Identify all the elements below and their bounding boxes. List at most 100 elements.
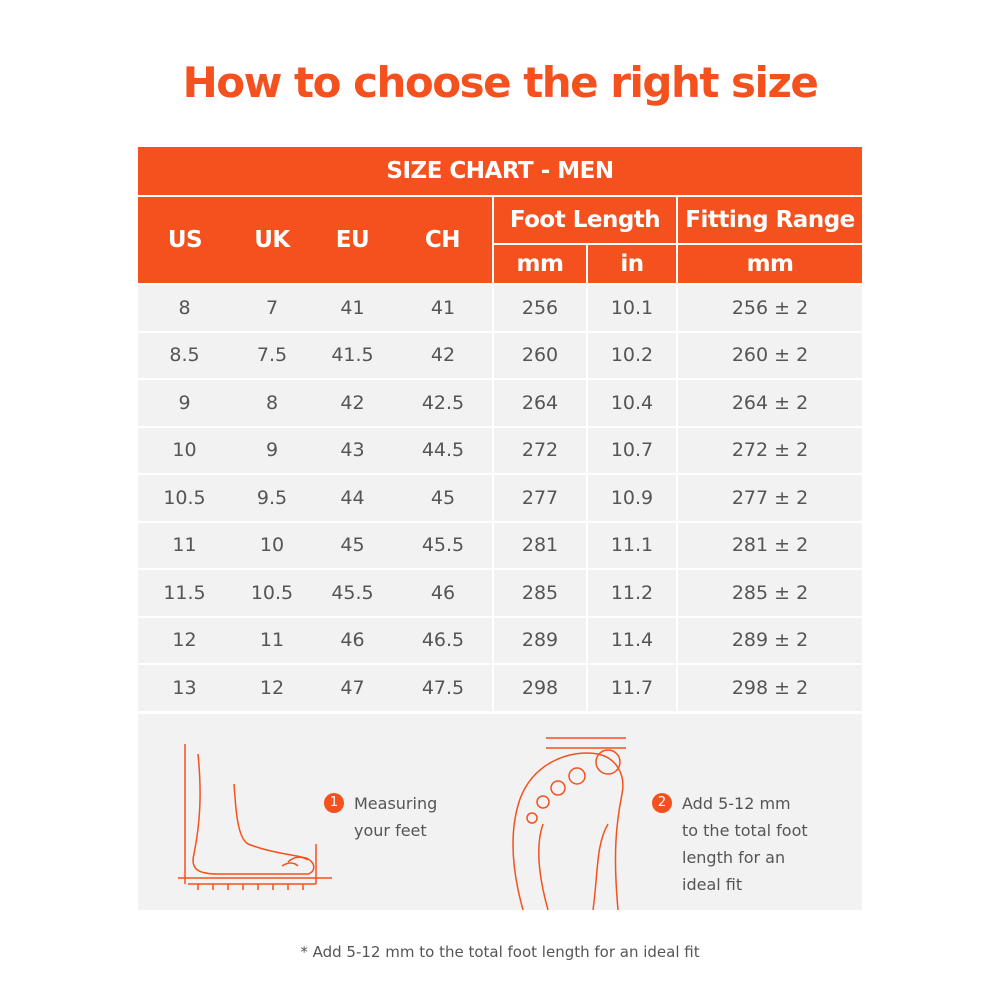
table-row: 12 11 46 46.5 289 11.4 289 ± 2 xyxy=(138,615,863,665)
table-cell: 298 xyxy=(492,663,588,713)
table-cell: 12 xyxy=(231,663,313,713)
table-cell: 281 ± 2 xyxy=(675,520,863,570)
table-cell: 11.5 xyxy=(138,568,233,618)
step-number: 1 xyxy=(324,793,344,813)
table-cell: 281 xyxy=(492,520,588,570)
table-cell: 11.2 xyxy=(586,568,678,618)
table-cell: 10 xyxy=(138,425,233,475)
table-cell: 8 xyxy=(138,283,233,333)
table-cell: 44.5 xyxy=(392,425,494,475)
toe xyxy=(550,780,566,796)
size-table: SIZE CHART - MEN US UK EU CH Foot Length… xyxy=(138,147,863,713)
table-cell: 45.5 xyxy=(311,568,394,618)
table-cell: 272 xyxy=(492,425,588,475)
column-header: US xyxy=(138,195,232,285)
table-caption: SIZE CHART - MEN xyxy=(138,147,863,197)
sub-header: in xyxy=(586,243,678,285)
table-cell: 289 ± 2 xyxy=(675,615,863,665)
toe xyxy=(536,795,550,809)
table-cell: 8.5 xyxy=(138,330,233,380)
table-cell: 45.5 xyxy=(392,520,494,570)
table-cell: 42 xyxy=(392,330,494,380)
table-cell: 10.2 xyxy=(586,330,678,380)
table-cell: 277 ± 2 xyxy=(675,473,863,523)
group-header: Fitting Range xyxy=(675,195,863,245)
table-cell: 41 xyxy=(311,283,394,333)
table-cell: 285 ± 2 xyxy=(675,568,863,618)
table-row: 11 10 45 45.5 281 11.1 281 ± 2 xyxy=(138,520,863,570)
column-header: UK xyxy=(232,195,312,285)
step-number: 2 xyxy=(652,793,672,813)
table-cell: 8 xyxy=(231,378,313,428)
table-cell: 10 xyxy=(231,520,313,570)
column-header: EU xyxy=(312,195,393,285)
table-cell: 272 ± 2 xyxy=(675,425,863,475)
footnote: * Add 5-12 mm to the total foot length f… xyxy=(300,943,700,961)
table-cell: 10.4 xyxy=(586,378,678,428)
table-cell: 277 xyxy=(492,473,588,523)
table-cell: 10.5 xyxy=(138,473,233,523)
table-cell: 264 ± 2 xyxy=(675,378,863,428)
table-row: 10 9 43 44.5 272 10.7 272 ± 2 xyxy=(138,425,863,475)
sub-header: mm xyxy=(493,243,588,285)
group-header: Foot Length xyxy=(492,195,678,245)
table-cell: 45 xyxy=(392,473,494,523)
table-cell: 12 xyxy=(138,615,233,665)
step: 2 Add 5-12 mm to the total foot length f… xyxy=(652,790,812,898)
table-row: 8.5 7.5 41.5 42 260 10.2 260 ± 2 xyxy=(138,330,863,380)
table-cell: 11.7 xyxy=(586,663,678,713)
table-cell: 10.1 xyxy=(586,283,678,333)
toe xyxy=(568,767,586,785)
table-cell: 289 xyxy=(492,615,588,665)
table-row: 10.5 9.5 44 45 277 10.9 277 ± 2 xyxy=(138,473,863,523)
table-cell: 10.7 xyxy=(586,425,678,475)
table-cell: 43 xyxy=(311,425,394,475)
toe xyxy=(595,749,621,775)
table-cell: 298 ± 2 xyxy=(675,663,863,713)
table-cell: 42 xyxy=(311,378,394,428)
sub-header: mm xyxy=(675,243,863,285)
table-cell: 41 xyxy=(392,283,494,333)
table-cell: 47.5 xyxy=(392,663,494,713)
table-cell: 7.5 xyxy=(231,330,313,380)
table-cell: 41.5 xyxy=(311,330,394,380)
table-cell: 47 xyxy=(311,663,394,713)
table-cell: 7 xyxy=(231,283,313,333)
foot-illustrations xyxy=(178,737,626,910)
table-cell: 42.5 xyxy=(392,378,494,428)
step-text: Measuring your feet xyxy=(354,794,438,840)
table-cell: 260 ± 2 xyxy=(675,330,863,380)
table-cell: 9 xyxy=(231,425,313,475)
table-cell: 13 xyxy=(138,663,233,713)
table-cell: 46 xyxy=(392,568,494,618)
table-row: 9 8 42 42.5 264 10.4 264 ± 2 xyxy=(138,378,863,428)
table-cell: 46 xyxy=(311,615,394,665)
step: 1 Measuring your feet xyxy=(324,790,454,844)
step-text: Add 5-12 mm to the total foot length for… xyxy=(682,794,808,894)
table-body: 8 7 41 41 256 10.1 256 ± 2 8.5 7.5 41.5 42 260 10.2 2… xyxy=(138,283,863,713)
table-row: 13 12 47 47.5 298 11.7 298 ± 2 xyxy=(138,663,863,713)
toe xyxy=(526,812,538,824)
table-cell: 11 xyxy=(138,520,233,570)
table-cell: 11.1 xyxy=(586,520,678,570)
table-cell: 11 xyxy=(231,615,313,665)
table-cell: 9.5 xyxy=(231,473,313,523)
column-header: CH xyxy=(393,195,494,285)
page-title: How to choose the right size xyxy=(182,58,819,107)
table-cell: 256 xyxy=(492,283,588,333)
table-cell: 285 xyxy=(492,568,588,618)
table-cell: 256 ± 2 xyxy=(675,283,863,333)
table-row: 8 7 41 41 256 10.1 256 ± 2 xyxy=(138,283,863,333)
table-cell: 46.5 xyxy=(392,615,494,665)
illustration-panel: 1 Measuring your feet 2 Add 5-12 mm to t… xyxy=(138,714,862,910)
table-cell: 45 xyxy=(311,520,394,570)
table-cell: 260 xyxy=(492,330,588,380)
table-cell: 11.4 xyxy=(586,615,678,665)
table-cell: 10.9 xyxy=(586,473,678,523)
table-cell: 10.5 xyxy=(231,568,313,618)
table-cell: 44 xyxy=(311,473,394,523)
table-cell: 264 xyxy=(492,378,588,428)
table-row: 11.5 10.5 45.5 46 285 11.2 285 ± 2 xyxy=(138,568,863,618)
table-cell: 9 xyxy=(138,378,233,428)
